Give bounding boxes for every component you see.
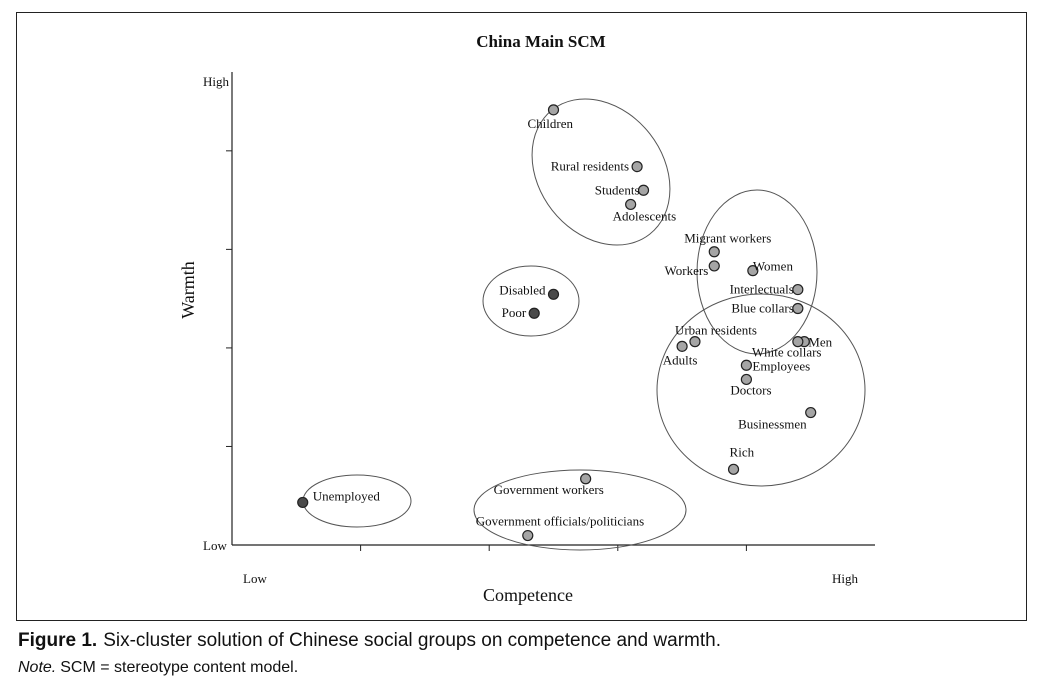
point-label-doctors: Doctors [730, 382, 771, 397]
point-blue-collars [792, 302, 804, 315]
point-employees [740, 359, 753, 371]
point-label-migrant-workers: Migrant workers [684, 231, 771, 246]
point-label-businessmen: Businessmen [738, 417, 807, 432]
point-poor [528, 307, 540, 319]
point-adults [676, 340, 688, 352]
point-students [637, 184, 650, 196]
point-label-government-workers: Government workers [494, 482, 604, 497]
point-label-poor: Poor [502, 305, 527, 320]
point-government-officials-politicians [522, 529, 534, 542]
point-label-unemployed: Unemployed [313, 488, 381, 503]
figure-caption-text: Six-cluster solution of Chinese social g… [103, 630, 722, 651]
x-axis-label: Competence [483, 585, 573, 605]
cluster-ellipse-workers [696, 189, 818, 355]
point-label-adolescents: Adolescents [613, 208, 677, 223]
point-women [747, 265, 759, 277]
note-label: Note. [18, 659, 57, 676]
point-label-government-officials-politicians: Government officials/politicians [476, 514, 644, 529]
point-label-urban-residents: Urban residents [675, 323, 757, 338]
chart-title: China Main SCM [476, 32, 605, 51]
point-label-adults: Adults [663, 352, 698, 367]
point-white-collars [792, 336, 804, 348]
cluster-ellipse-disabled [482, 265, 580, 337]
point-label-men: Men [808, 335, 832, 350]
point-adolescents [625, 198, 637, 211]
y-axis-label: Warmth [178, 261, 198, 319]
x-tick-high: High [832, 571, 859, 586]
point-children [547, 104, 560, 116]
figure-caption: Figure 1. Six-cluster solution of Chinese… [18, 630, 721, 652]
point-label-students: Students [595, 182, 640, 197]
point-label-workers: Workers [665, 263, 709, 278]
point-disabled [547, 288, 560, 300]
point-doctors [740, 373, 753, 386]
cluster-ellipse-urban [656, 293, 866, 487]
point-interlectuals [792, 283, 804, 296]
point-migrant-workers [708, 246, 720, 258]
y-tick-low: Low [203, 538, 227, 553]
note-text: SCM = stereotype content model. [60, 659, 299, 676]
point-label-rich: Rich [730, 444, 755, 459]
point-label-employees: Employees [752, 358, 810, 373]
point-government-workers [580, 473, 592, 485]
point-urban-residents [689, 336, 701, 348]
point-label-children: Children [528, 116, 574, 131]
figure-label: Figure 1. [18, 630, 98, 651]
point-label-white-collars: White collars [752, 345, 822, 360]
point-rural-residents [631, 161, 643, 173]
point-workers [708, 260, 720, 272]
point-businessmen [805, 406, 817, 419]
cluster-ellipse-government [473, 469, 687, 551]
point-label-blue-collars: Blue collars [731, 301, 793, 316]
point-label-interlectuals: Interlectuals [730, 282, 794, 297]
point-label-rural-residents: Rural residents [551, 159, 629, 174]
figure-note: Note. SCM = stereotype content model. [18, 659, 298, 677]
x-tick-low: Low [243, 571, 267, 586]
point-label-women: Women [753, 259, 794, 274]
point-unemployed [297, 496, 309, 509]
figure-frame [16, 12, 1027, 621]
scatter-chart: China Main SCM Warmth Competence High Lo… [178, 32, 875, 605]
point-rich [727, 463, 740, 475]
y-tick-high: High [203, 74, 230, 89]
point-label-disabled: Disabled [499, 282, 546, 297]
